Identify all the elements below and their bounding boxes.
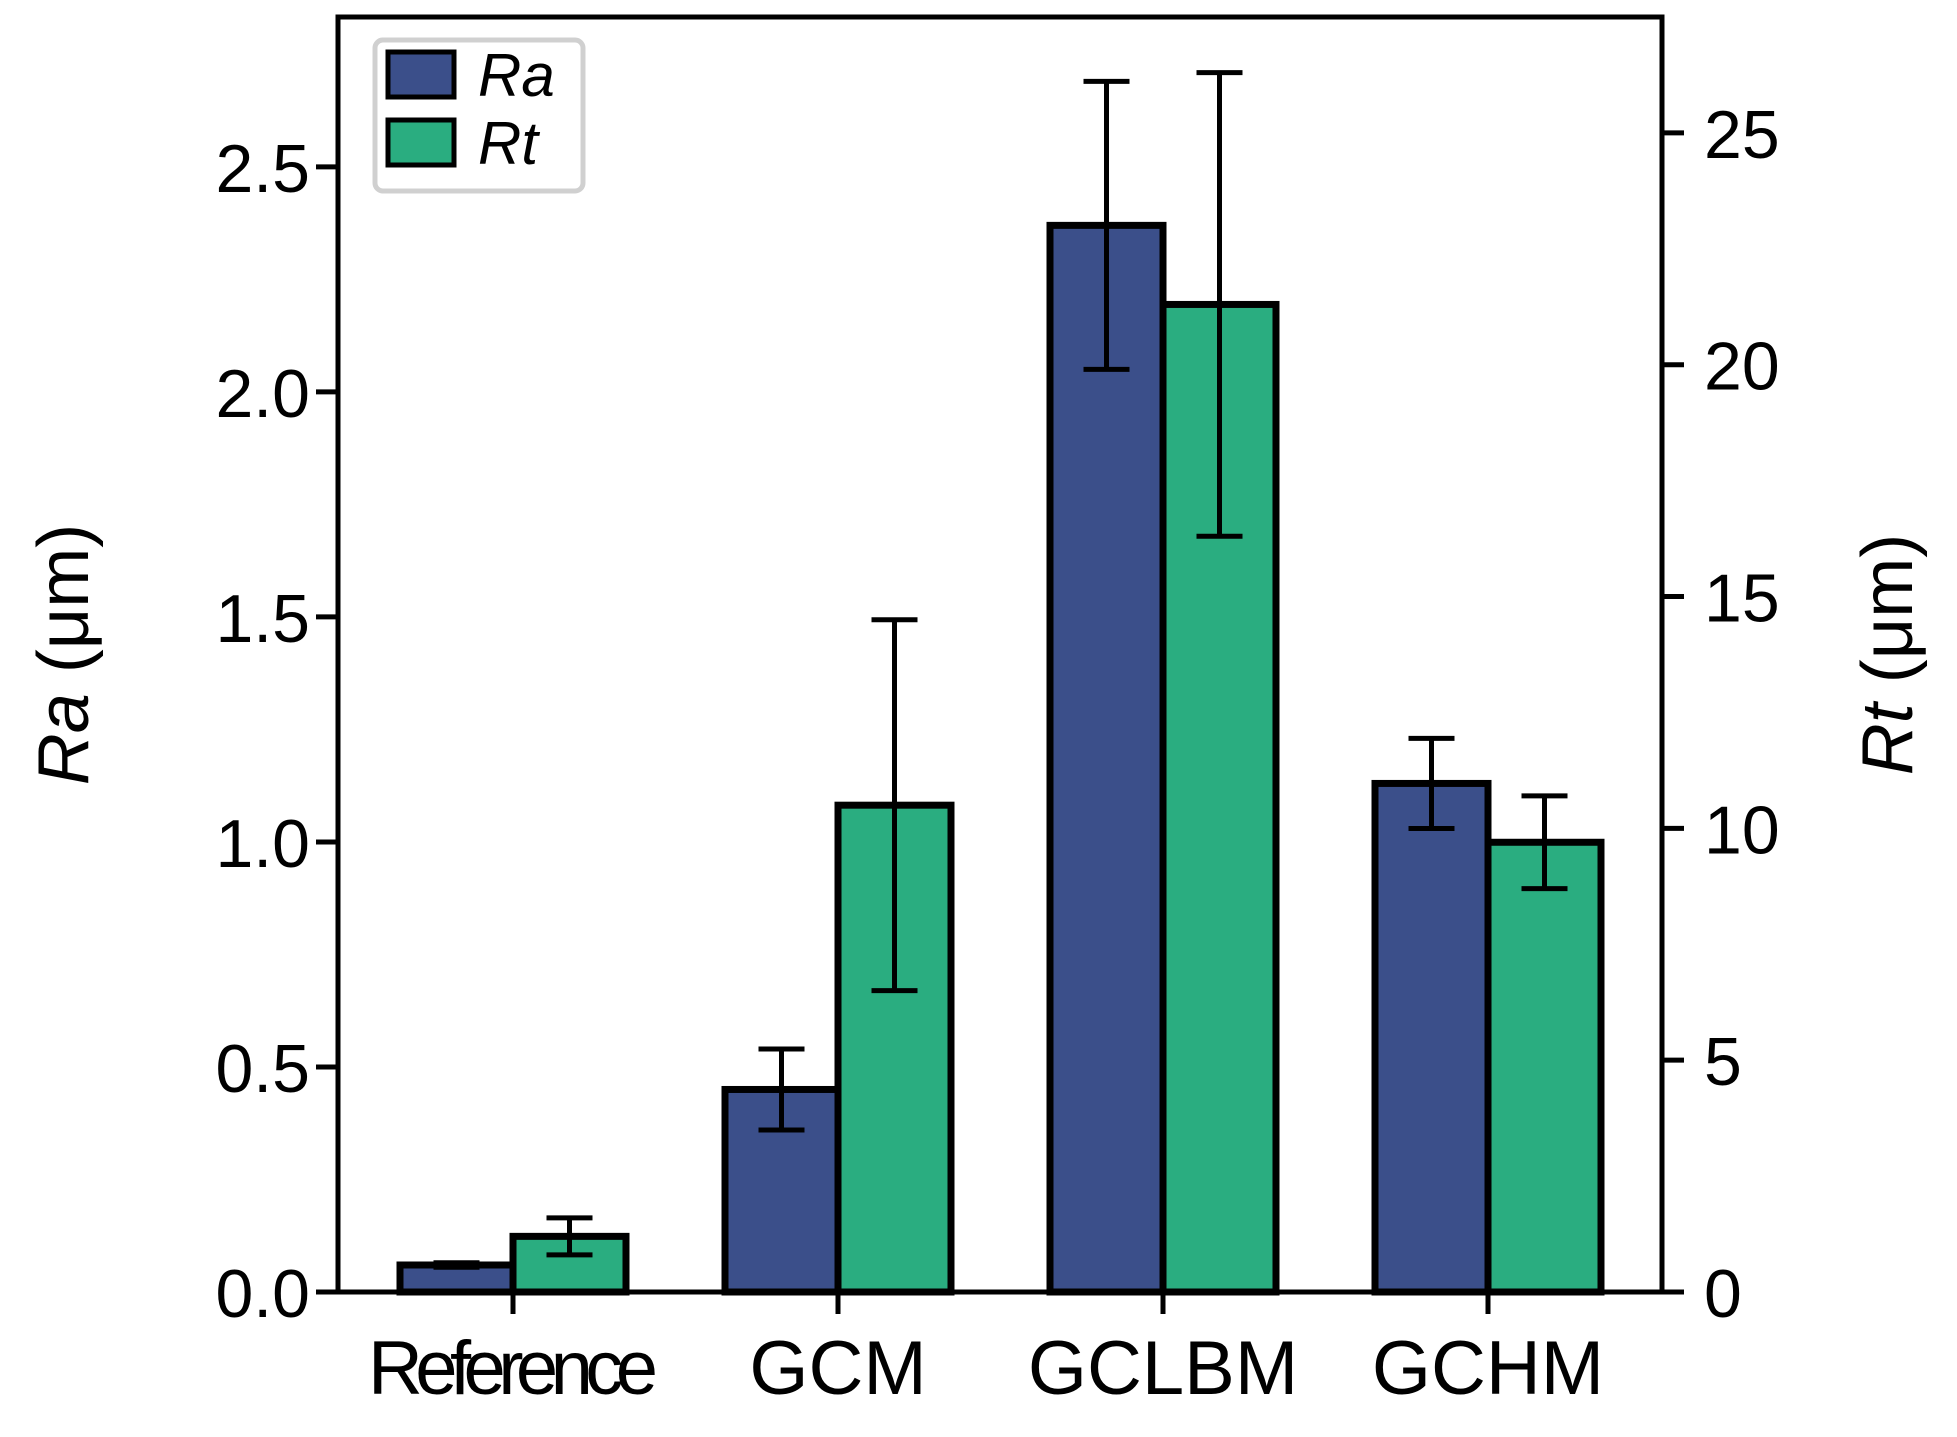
right-axis-title: Rt (μm) bbox=[1848, 534, 1928, 775]
right-tick-label-15: 15 bbox=[1704, 561, 1780, 637]
legend-swatch-rt bbox=[385, 117, 457, 168]
left-tick-label-0-0: 0.0 bbox=[215, 1256, 310, 1332]
right-tick-label-5: 5 bbox=[1704, 1024, 1742, 1100]
right-y-axis: 0 5 10 15 20 25 bbox=[1662, 97, 1780, 1332]
left-axis-title-unit: (μm) bbox=[24, 524, 104, 693]
error-bar-ra-reference bbox=[433, 1260, 480, 1270]
bars-layer bbox=[396, 221, 1605, 1296]
left-tick-label-0-5: 0.5 bbox=[215, 1031, 310, 1107]
bar-rt-gcm bbox=[834, 801, 955, 1296]
left-tick-label-1-5: 1.5 bbox=[215, 581, 310, 657]
x-tick-label-gclbm: GCLBM bbox=[1028, 1326, 1298, 1411]
error-bar-rt-gcm bbox=[871, 617, 918, 994]
error-bar-ra-gchm bbox=[1408, 735, 1455, 831]
error-bar-rt-reference bbox=[546, 1215, 593, 1258]
x-axis: Reference GCM GCLBM GCHM bbox=[368, 1292, 1604, 1411]
plot-frame bbox=[335, 14, 1665, 1295]
right-tick-label-0: 0 bbox=[1704, 1256, 1742, 1332]
bar-ra-gclbm bbox=[1046, 221, 1167, 1296]
left-axis-title-symbol: Ra bbox=[24, 693, 104, 785]
error-bars-layer bbox=[433, 70, 1568, 1270]
legend-label-rt: Rt bbox=[478, 110, 540, 177]
legend-swatch-ra bbox=[385, 49, 457, 100]
right-tick-label-20: 20 bbox=[1704, 329, 1780, 405]
left-y-axis: 0.0 0.5 1.0 1.5 2.0 2.5 bbox=[215, 131, 338, 1332]
right-axis-title-symbol: Rt bbox=[1848, 700, 1928, 775]
left-tick-label-1-0: 1.0 bbox=[215, 806, 310, 882]
right-tick-label-10: 10 bbox=[1704, 792, 1780, 868]
right-axis-title-unit: (μm) bbox=[1848, 534, 1928, 703]
error-bar-ra-gcm bbox=[758, 1046, 805, 1133]
error-bar-rt-gclbm bbox=[1196, 70, 1243, 539]
left-tick-label-2-5: 2.5 bbox=[215, 131, 310, 207]
legend-label-ra: Ra bbox=[478, 42, 555, 109]
error-bar-rt-gchm bbox=[1521, 793, 1568, 892]
x-tick-label-reference: Reference bbox=[368, 1326, 658, 1411]
bar-rt-gchm bbox=[1484, 838, 1605, 1296]
left-tick-label-2-0: 2.0 bbox=[215, 356, 310, 432]
bar-ra-gchm bbox=[1371, 779, 1492, 1296]
legend: Ra Rt bbox=[372, 37, 586, 194]
x-tick-label-gchm: GCHM bbox=[1372, 1326, 1604, 1411]
left-axis-title: Ra (μm) bbox=[24, 524, 104, 785]
error-bar-ra-gclbm bbox=[1083, 78, 1130, 372]
right-tick-label-25: 25 bbox=[1704, 97, 1780, 173]
x-tick-label-gcm: GCM bbox=[749, 1326, 926, 1411]
